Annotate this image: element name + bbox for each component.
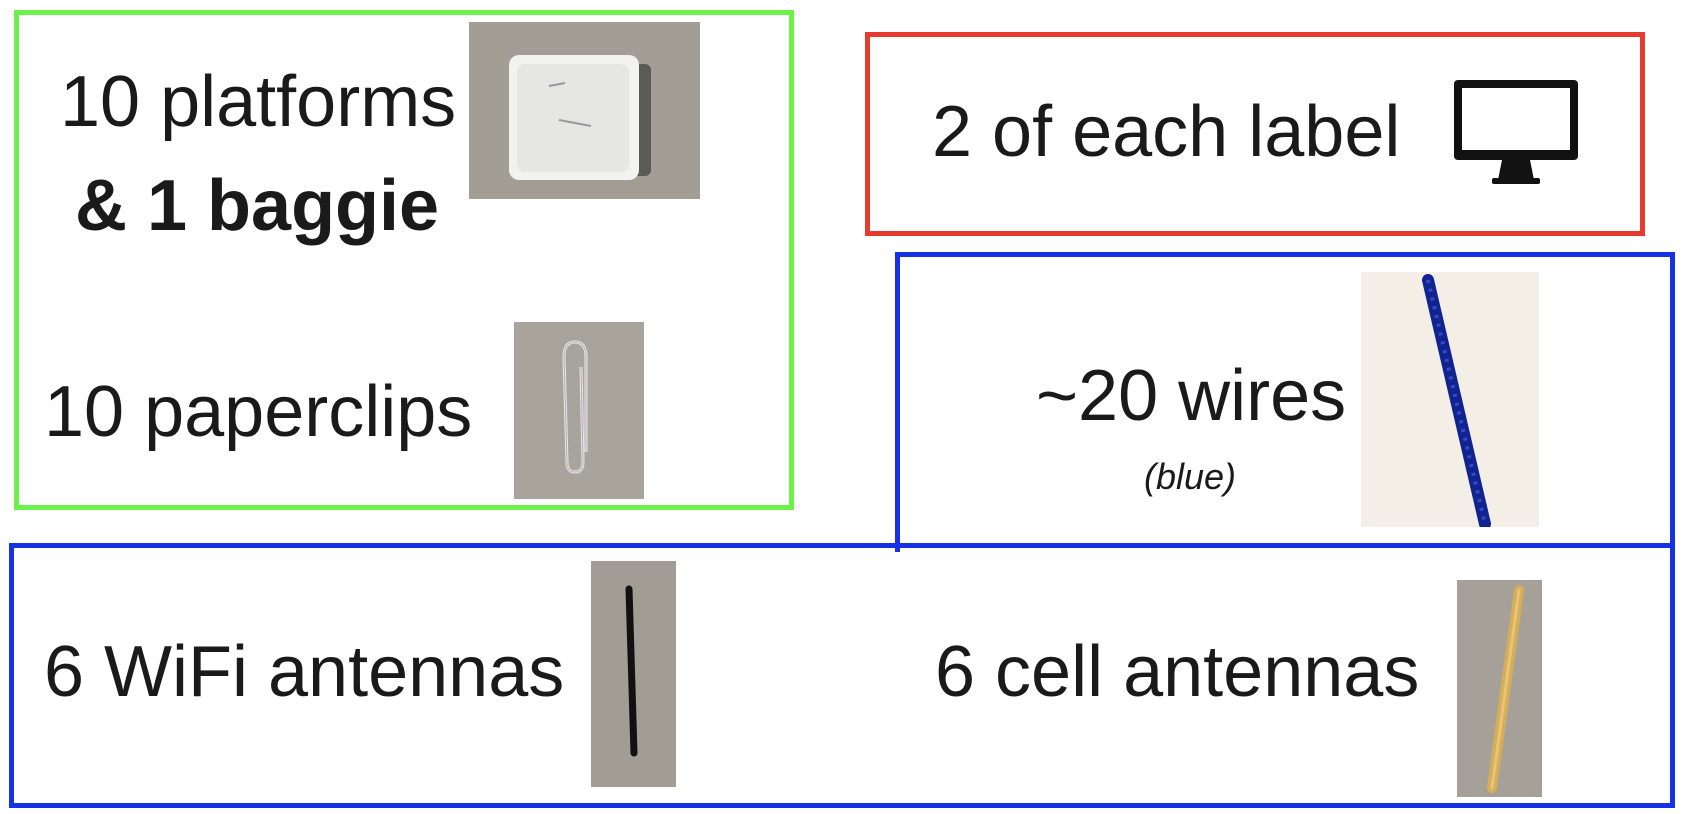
platforms-paperclips-group: [14, 10, 794, 510]
paperclip-photo: [514, 322, 644, 499]
labels-text: 2 of each label: [932, 92, 1401, 172]
wifi-antenna-photo: [591, 561, 676, 787]
foam-platform-image: [469, 22, 700, 199]
cell-antennas-text: 6 cell antennas: [935, 632, 1420, 712]
wires-group: [895, 252, 1675, 552]
cell-antenna-photo: [1457, 580, 1542, 797]
monitor-icon: [1450, 76, 1582, 188]
wires-note: (blue): [1144, 456, 1237, 497]
wifi-antenna-image: [591, 561, 676, 787]
paperclip-image: [514, 322, 644, 499]
cell-antenna-image: [1457, 580, 1542, 797]
wires-text: ~20 wires: [1036, 356, 1347, 436]
labels-group: [865, 32, 1645, 236]
baggie-text: & 1 baggie: [75, 166, 440, 246]
platforms-text: 10 platforms: [60, 62, 457, 142]
wifi-antennas-text: 6 WiFi antennas: [44, 632, 565, 712]
foam-platform-photo: [469, 22, 700, 199]
antennas-group: [9, 543, 1675, 808]
blue-wire-image: [1361, 272, 1539, 527]
blue-wire-photo: [1361, 272, 1539, 527]
paperclips-text: 10 paperclips: [44, 372, 473, 452]
